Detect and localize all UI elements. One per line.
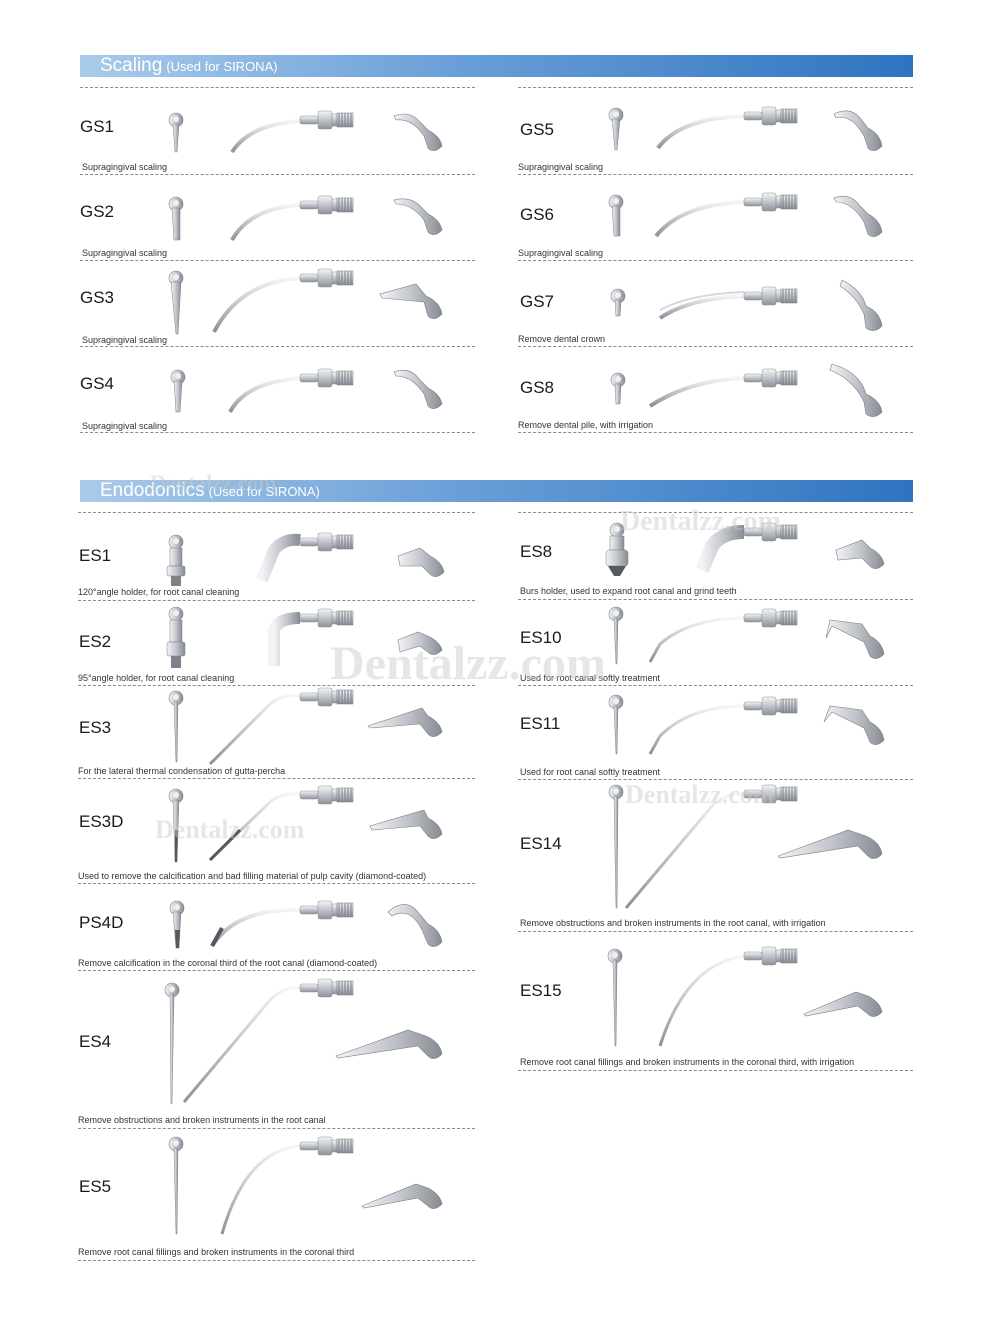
gs7-illustration xyxy=(610,279,883,331)
gs4-illustration xyxy=(170,368,443,413)
tip-desc-es3: For the lateral thermal condensation of … xyxy=(78,766,286,776)
tip-desc-gs1: Supragingival scaling xyxy=(82,162,168,172)
es4-illustration xyxy=(164,978,443,1105)
scaling-section-title: Scaling xyxy=(100,55,163,76)
tip-code-gs1: GS1 xyxy=(80,117,115,136)
tip-code-es8: ES8 xyxy=(520,542,553,561)
tip-code-es5: ES5 xyxy=(79,1177,112,1196)
es10-illustration xyxy=(608,606,885,665)
divider xyxy=(518,346,913,347)
divider xyxy=(80,87,475,88)
divider xyxy=(80,174,475,175)
es2-illustration xyxy=(166,606,443,668)
divider xyxy=(518,931,913,932)
tip-code-es3: ES3 xyxy=(79,718,112,737)
tip-code-gs8: GS8 xyxy=(520,378,555,397)
tip-desc-es5: Remove root canal fillings and broken in… xyxy=(78,1247,355,1257)
divider xyxy=(78,778,475,779)
tip-desc-es3d: Used to remove the calcification and bad… xyxy=(78,871,427,881)
tip-desc-es2: 95°angle holder, for root canal cleaning xyxy=(78,673,235,683)
divider xyxy=(78,970,475,971)
tip-code-ps4d: PS4D xyxy=(79,913,124,932)
ps4d-illustration xyxy=(169,900,443,949)
tip-desc-gs2: Supragingival scaling xyxy=(82,248,168,258)
gs6-illustration xyxy=(608,192,883,238)
tip-code-es11: ES11 xyxy=(520,714,561,733)
divider xyxy=(518,779,913,780)
divider xyxy=(518,512,913,513)
tip-code-gs6: GS6 xyxy=(520,205,555,224)
tip-desc-gs6: Supragingival scaling xyxy=(518,248,604,258)
divider xyxy=(78,1128,475,1129)
divider xyxy=(518,432,913,433)
tip-code-gs2: GS2 xyxy=(80,202,115,221)
scaling-section-subtitle: (Used for SIRONA) xyxy=(166,59,278,74)
tip-desc-es14: Remove obstructions and broken instrumen… xyxy=(520,918,826,928)
tip-desc-es4: Remove obstructions and broken instrumen… xyxy=(78,1115,326,1125)
divider xyxy=(518,87,913,88)
tip-code-gs7: GS7 xyxy=(520,292,555,311)
gs8-illustration xyxy=(610,363,883,417)
divider xyxy=(518,685,913,686)
gs1-illustration xyxy=(168,110,443,154)
tip-code-es15: ES15 xyxy=(520,981,562,1000)
gs2-illustration xyxy=(168,195,443,242)
es11-illustration xyxy=(608,694,885,755)
endo-section-banner: Endodontics (Used for SIRONA) xyxy=(80,480,913,502)
divider xyxy=(80,260,475,261)
tip-code-gs4: GS4 xyxy=(80,374,115,393)
scaling-section-banner: Scaling (Used for SIRONA) xyxy=(80,55,913,77)
divider xyxy=(78,600,475,601)
divider xyxy=(78,512,475,513)
gs3-illustration xyxy=(168,268,443,335)
tip-desc-gs4: Supragingival scaling xyxy=(82,421,168,431)
es3-illustration xyxy=(168,687,443,766)
tip-code-gs3: GS3 xyxy=(80,288,115,307)
divider xyxy=(518,260,913,261)
tip-desc-es8: Burs holder, used to expand root canal a… xyxy=(520,586,737,596)
divider xyxy=(518,174,913,175)
tip-desc-es1: 120°angle holder, for root canal cleanin… xyxy=(78,587,240,597)
divider xyxy=(78,883,475,884)
tip-code-gs5: GS5 xyxy=(520,120,555,139)
tip-desc-es10: Used for root canal softly treatment xyxy=(520,673,661,683)
es14-illustration xyxy=(608,784,883,909)
tip-code-es4: ES4 xyxy=(79,1032,112,1051)
es15-illustration xyxy=(607,946,883,1047)
divider xyxy=(518,1070,913,1071)
es8-illustration xyxy=(605,522,885,576)
tip-desc-gs5: Supragingival scaling xyxy=(518,162,604,172)
es5-illustration xyxy=(168,1136,443,1235)
tip-desc-es15: Remove root canal fillings and broken in… xyxy=(520,1057,855,1067)
es1-illustration xyxy=(166,532,445,586)
tip-desc-gs8: Remove dental pile, with irrigation xyxy=(518,420,654,430)
divider xyxy=(80,432,475,433)
divider xyxy=(78,1260,475,1261)
endo-section-title: Endodontics xyxy=(100,480,205,501)
tip-desc-ps4d: Remove calcification in the coronal thir… xyxy=(78,958,378,968)
tip-desc-gs3: Supragingival scaling xyxy=(82,335,168,345)
tip-code-es10: ES10 xyxy=(520,628,562,647)
es3d-illustration xyxy=(168,785,443,863)
endo-section-subtitle: (Used for SIRONA) xyxy=(208,484,320,499)
divider xyxy=(78,685,475,686)
divider xyxy=(518,599,913,600)
tip-code-es2: ES2 xyxy=(79,632,112,651)
divider xyxy=(80,346,475,347)
tip-desc-es11: Used for root canal softly treatment xyxy=(520,767,661,777)
tip-code-es3d: ES3D xyxy=(79,812,124,831)
tip-code-es14: ES14 xyxy=(520,834,562,853)
tip-code-es1: ES1 xyxy=(79,546,112,565)
gs5-illustration xyxy=(608,106,883,151)
tip-desc-gs7: Remove dental crown xyxy=(518,334,606,344)
